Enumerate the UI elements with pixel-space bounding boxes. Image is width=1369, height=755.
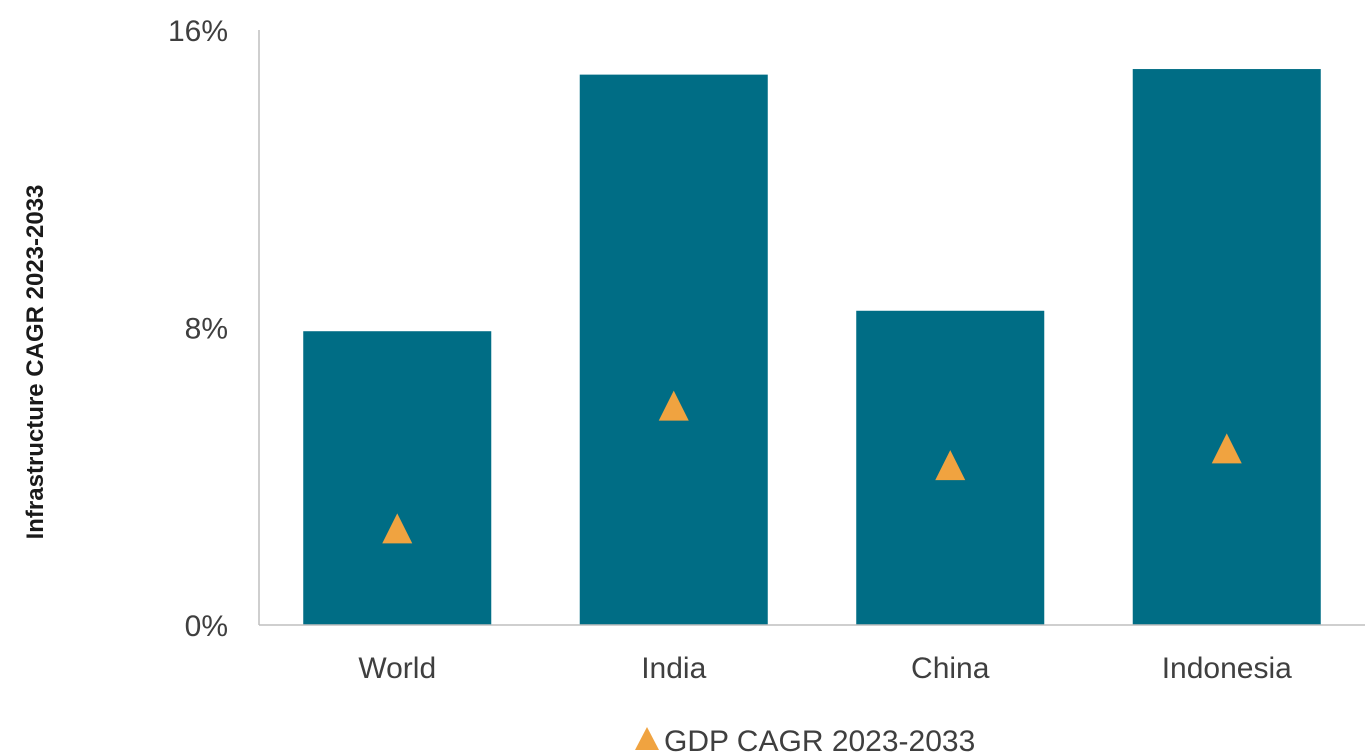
bars [303, 69, 1321, 625]
bar-india [579, 74, 768, 625]
y-tick-label: 8% [185, 313, 228, 346]
gdp-marker-world [382, 513, 413, 544]
bar-indonesia [1132, 69, 1321, 625]
gdp-markers [382, 390, 1242, 544]
legend-triangle-icon [635, 727, 659, 750]
x-tick-label: China [911, 652, 990, 685]
y-tick-labels: 0% 8% 16% [168, 15, 228, 643]
legend: GDP CAGR 2023-2033 [635, 725, 975, 755]
y-axis-label: Infrastructure CAGR 2023-2033 [22, 185, 49, 540]
x-tick-label: Indonesia [1162, 652, 1292, 685]
gdp-marker-india [658, 390, 689, 421]
y-tick-label: 0% [185, 610, 228, 643]
x-tick-labels: World India China Indonesia [358, 652, 1292, 685]
x-tick-label: India [641, 652, 706, 685]
y-tick-label: 16% [168, 15, 228, 48]
gdp-marker-china [935, 450, 966, 481]
x-tick-label: World [358, 652, 436, 685]
legend-label: GDP CAGR 2023-2033 [664, 725, 975, 755]
gdp-marker-indonesia [1211, 433, 1242, 464]
bar-world [303, 331, 492, 625]
